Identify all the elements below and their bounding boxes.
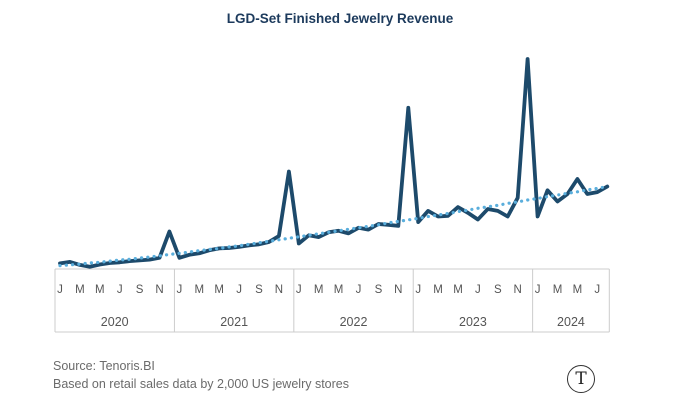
month-tick-label: N: [514, 284, 522, 296]
year-label: 2021: [220, 315, 248, 329]
data-note-line: Based on retail sales data by 2,000 US j…: [53, 377, 349, 391]
month-tick-label: J: [535, 284, 541, 296]
month-tick-label: S: [375, 284, 383, 296]
month-tick-label: S: [136, 284, 144, 296]
month-tick-label: S: [255, 284, 263, 296]
source-line: Source: Tenoris.BI: [53, 359, 155, 373]
month-tick-label: M: [573, 284, 583, 296]
month-tick-label: J: [57, 284, 63, 296]
month-tick-label: N: [394, 284, 402, 296]
month-tick-label: M: [453, 284, 463, 296]
month-tick-label: M: [95, 284, 105, 296]
month-tick-label: N: [275, 284, 283, 296]
month-tick-label: J: [594, 284, 600, 296]
year-label: 2024: [557, 315, 585, 329]
month-tick-label: J: [117, 284, 123, 296]
month-tick-label: M: [314, 284, 324, 296]
chart-title: LGD-Set Finished Jewelry Revenue: [226, 11, 454, 26]
month-tick-label: M: [553, 284, 563, 296]
month-tick-label: N: [155, 284, 163, 296]
month-tick-label: M: [195, 284, 205, 296]
month-tick-label: J: [236, 284, 242, 296]
month-tick-label: M: [214, 284, 224, 296]
trend-line: [58, 184, 609, 268]
year-label: 2020: [101, 315, 129, 329]
tenoris-logo-icon: T: [567, 365, 595, 393]
month-tick-label: J: [415, 284, 421, 296]
source-note: Source: Tenoris.BI Based on retail sales…: [53, 357, 349, 393]
revenue-line: [58, 57, 610, 269]
month-tick-label: J: [475, 284, 481, 296]
year-label: 2023: [459, 315, 487, 329]
month-tick-label: J: [177, 284, 183, 296]
year-label: 2022: [340, 315, 368, 329]
month-tick-label: J: [356, 284, 362, 296]
month-tick-label: M: [75, 284, 85, 296]
month-tick-label: J: [296, 284, 302, 296]
month-tick-label: S: [494, 284, 502, 296]
month-tick-label: M: [334, 284, 344, 296]
month-tick-label: M: [433, 284, 443, 296]
